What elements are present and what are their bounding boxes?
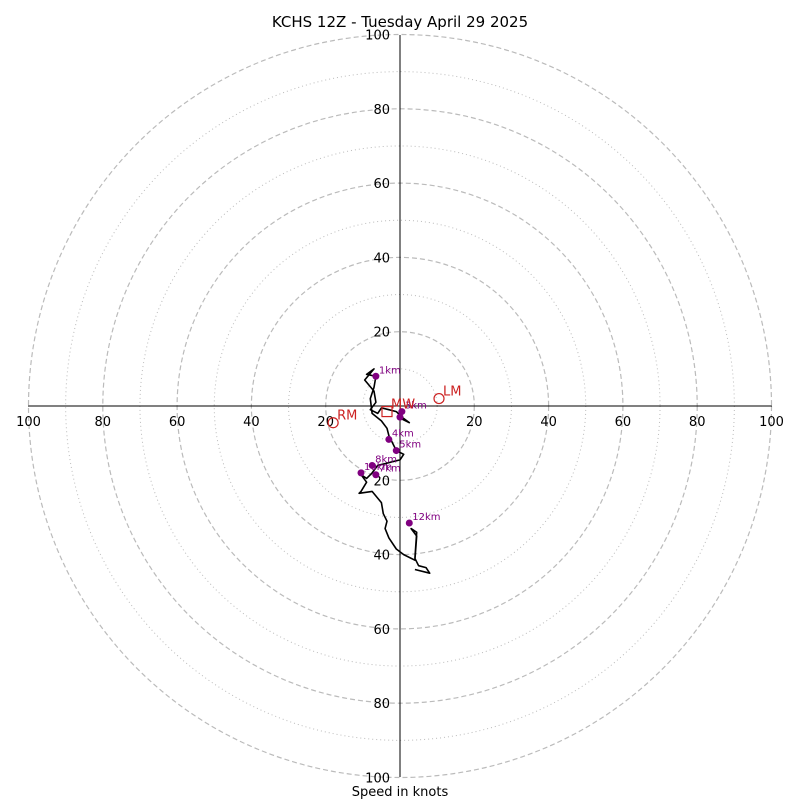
height-marker xyxy=(357,469,365,477)
y-tick-label: 100 xyxy=(365,29,390,44)
hodograph-trace xyxy=(358,368,431,575)
x-tick-label: 40 xyxy=(540,415,557,430)
storm-motion-label: LM xyxy=(443,385,461,400)
x-tick-label: 60 xyxy=(169,415,186,430)
x-tick-label: 60 xyxy=(615,415,632,430)
x-tick-label: 40 xyxy=(243,415,260,430)
storm-motion-marker xyxy=(327,417,339,429)
x-tick-label: 100 xyxy=(16,415,41,430)
y-tick-label: 80 xyxy=(373,697,390,712)
storm-motion-markers: LM RM MW xyxy=(327,385,461,429)
x-tick-label: 80 xyxy=(95,415,112,430)
x-tick-label: 80 xyxy=(689,415,706,430)
storm-motion-label: RM xyxy=(337,409,357,424)
y-tick-label: 20 xyxy=(373,326,390,341)
x-tick-label: 20 xyxy=(466,415,483,430)
x-tick-label: 100 xyxy=(759,415,784,430)
y-tick-label: 20 xyxy=(373,474,390,489)
height-marker xyxy=(396,413,404,421)
height-marker xyxy=(385,435,393,443)
storm-motion-marker xyxy=(433,392,445,405)
y-tick-label: 40 xyxy=(373,251,390,266)
height-label: 5km xyxy=(399,440,421,451)
height-marker xyxy=(405,519,413,527)
height-marker xyxy=(372,471,380,479)
y-tick-labels: 100 80 60 40 20 20 40 60 80 100 xyxy=(365,29,390,787)
height-label: 7km xyxy=(379,464,401,475)
height-label: 10km xyxy=(364,462,392,473)
height-label: 4km xyxy=(392,428,414,439)
x-axis-label: Speed in knots xyxy=(352,785,449,800)
storm-motion-marker xyxy=(381,405,393,418)
hodograph-line xyxy=(358,368,431,575)
height-label: 12km xyxy=(412,512,440,523)
height-label: 8km xyxy=(375,454,397,465)
y-tick-label: 80 xyxy=(373,103,390,118)
chart-title: KCHS 12Z - Tuesday April 29 2025 xyxy=(272,13,528,31)
storm-motion-label: MW xyxy=(391,398,415,413)
y-tick-label: 40 xyxy=(373,549,390,564)
axes xyxy=(28,35,772,777)
height-marker xyxy=(368,461,376,469)
height-label: 1km xyxy=(379,365,401,376)
y-tick-label: 60 xyxy=(373,177,390,192)
height-marker xyxy=(392,447,400,455)
height-marker xyxy=(398,408,406,416)
y-tick-label: 60 xyxy=(373,623,390,638)
height-marker xyxy=(372,372,380,380)
y-tick-label: 100 xyxy=(365,772,390,787)
height-label: 3km xyxy=(405,401,427,412)
